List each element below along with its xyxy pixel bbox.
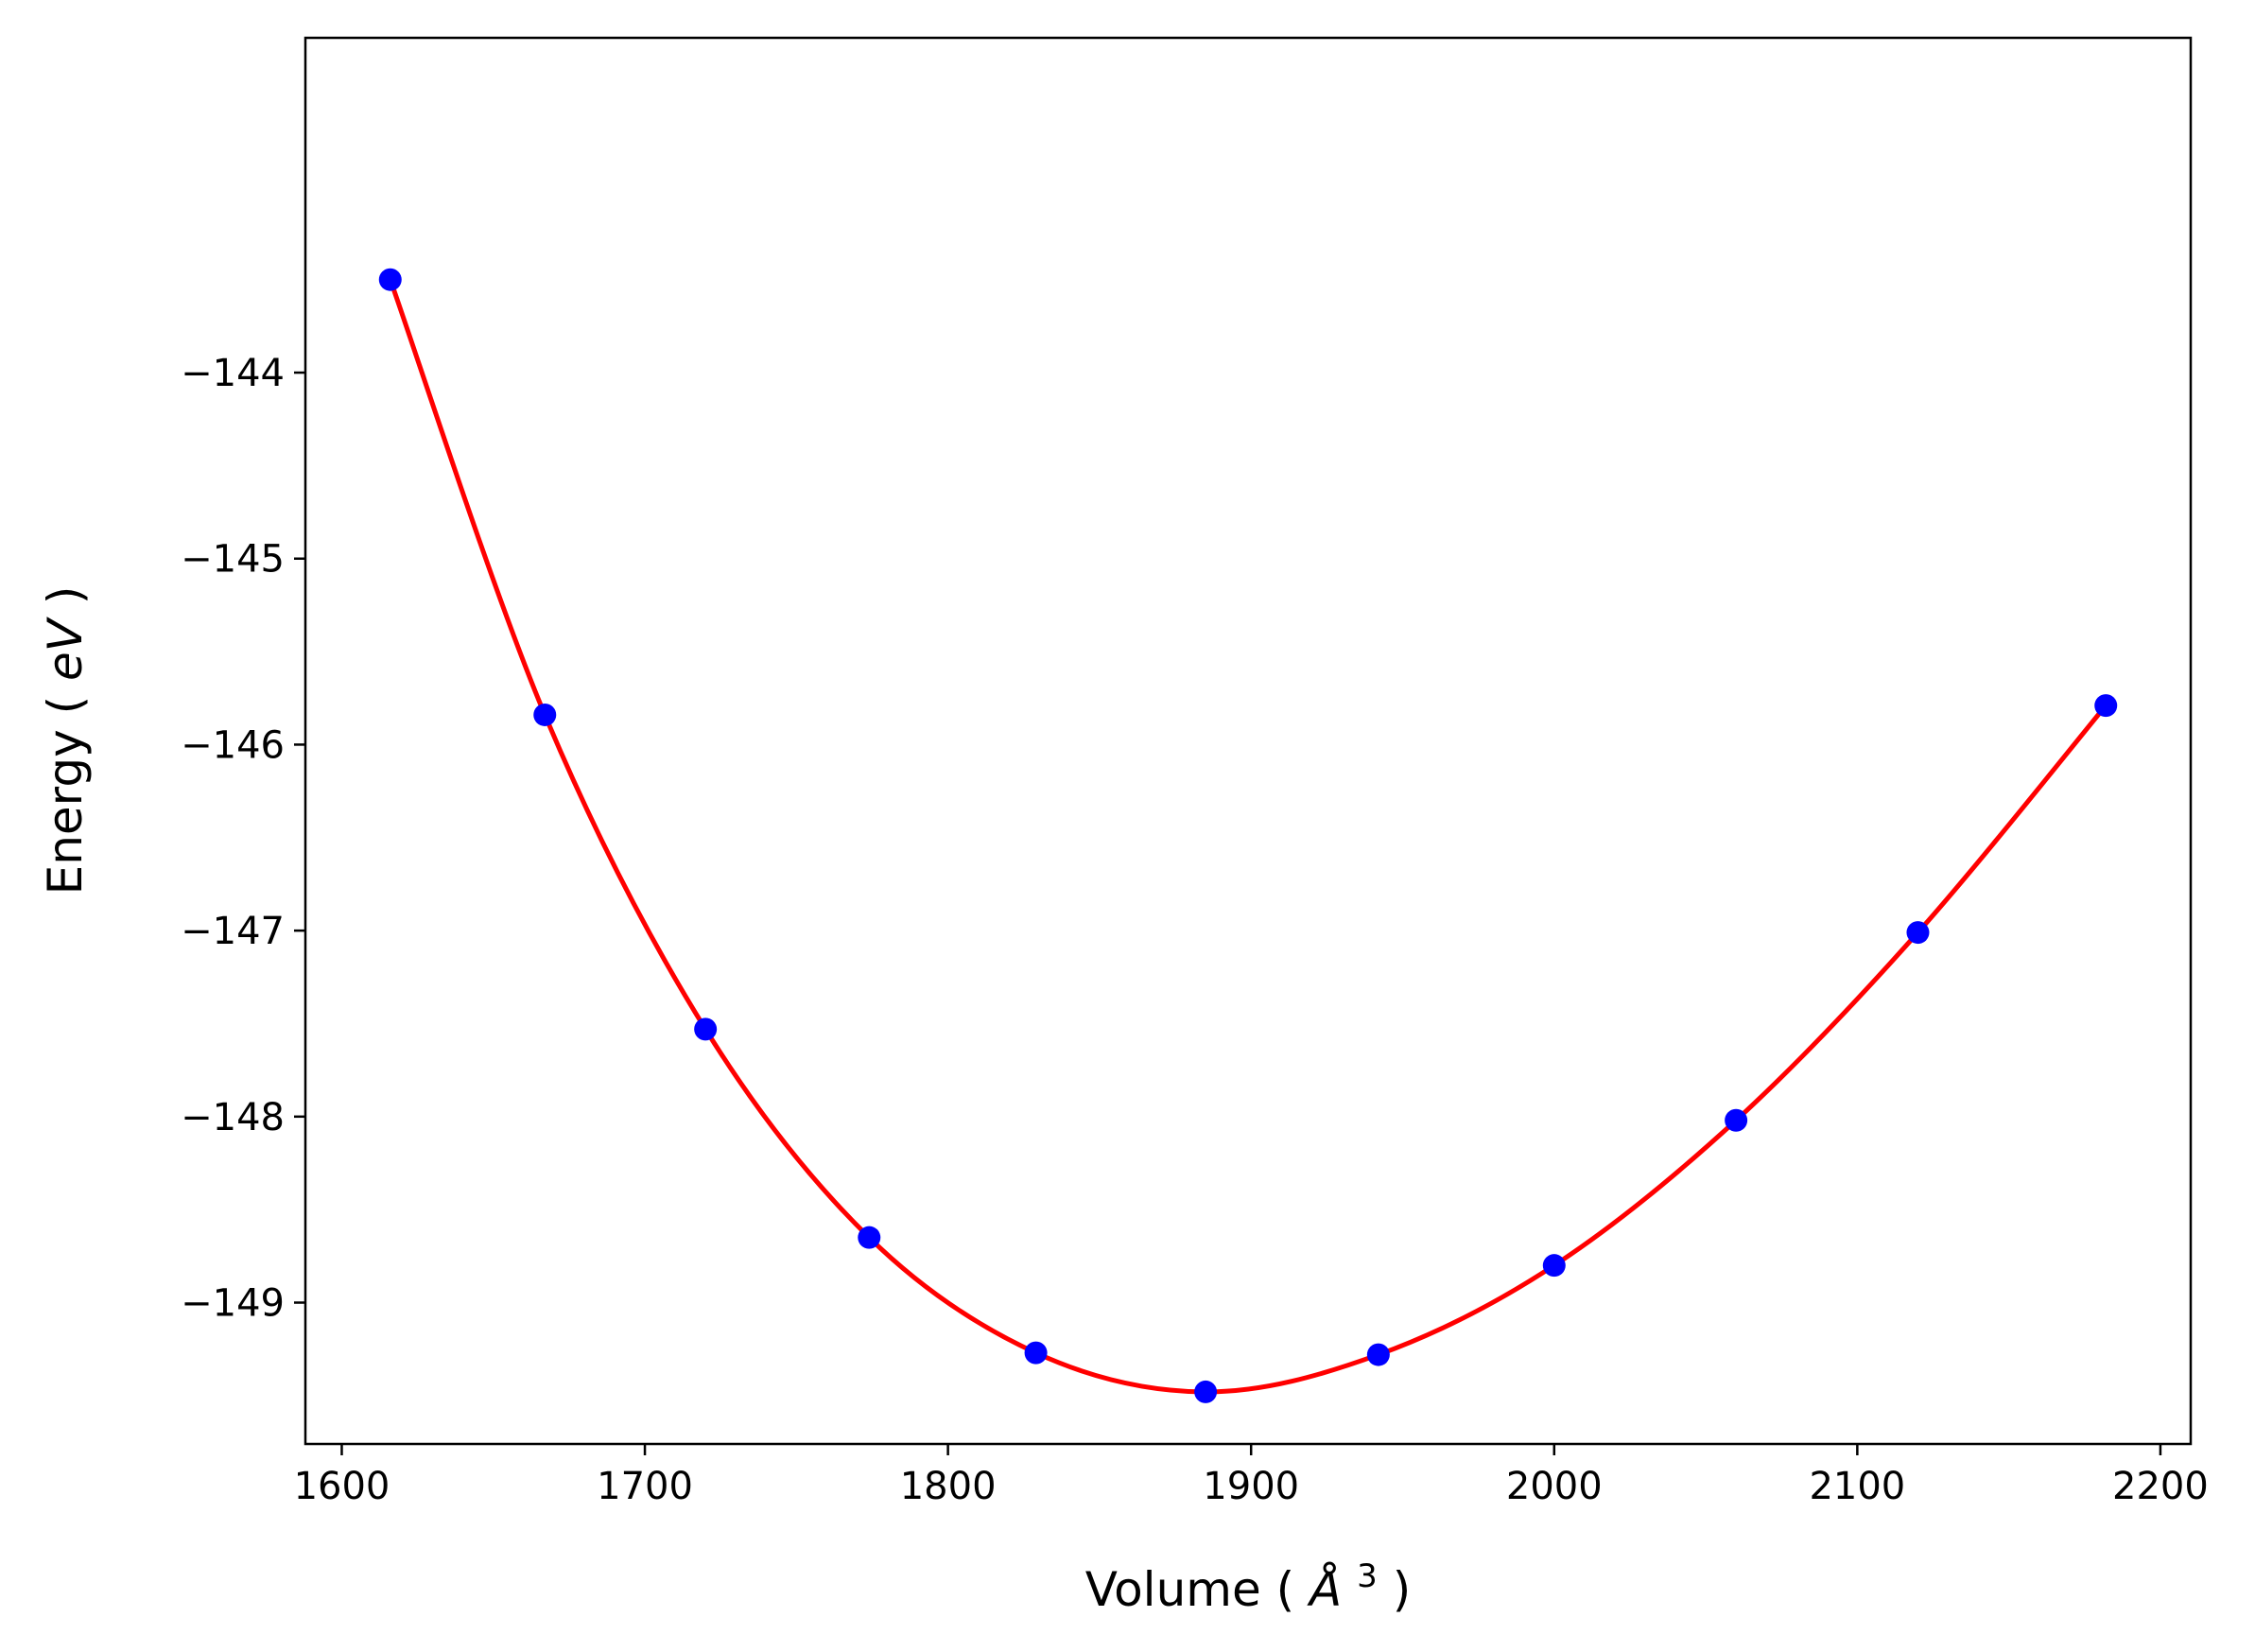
- x-axis-label: Volume ( Å 3 ): [1085, 1543, 1411, 1617]
- fit-curve: [388, 278, 2108, 1395]
- y-tick-label: −146: [181, 723, 285, 767]
- y-tick-label: −145: [181, 538, 285, 582]
- data-point: [378, 268, 402, 291]
- x-tick-label: 2000: [1506, 1465, 1603, 1508]
- data-point: [1194, 1380, 1218, 1403]
- x-axis-label-exponent: 3: [1357, 1557, 1378, 1595]
- y-axis-label-suffix: ): [38, 586, 93, 605]
- y-tick-label: −149: [181, 1282, 285, 1326]
- x-axis-label-unit: Å: [1307, 1562, 1342, 1617]
- y-tick-label: −148: [181, 1096, 285, 1139]
- data-point: [1024, 1341, 1048, 1365]
- data-point: [694, 1017, 718, 1041]
- data-point: [1906, 921, 1930, 945]
- data-point: [858, 1226, 881, 1249]
- x-axis-ticks: 1600 1700 1800 1900 2000 2100 2200: [294, 1444, 2209, 1508]
- x-tick-label: 1900: [1203, 1465, 1299, 1508]
- y-axis-label-prefix: Energy (: [38, 696, 93, 895]
- y-tick-label: −147: [181, 910, 285, 953]
- x-tick-label: 1800: [900, 1465, 997, 1508]
- x-tick-label: 1700: [597, 1465, 693, 1508]
- data-point: [2094, 694, 2118, 718]
- y-axis-ticks: −144 −145 −146 −147 −148 −149: [181, 352, 305, 1326]
- x-tick-label: 2200: [2112, 1465, 2209, 1508]
- data-points-layer: [378, 268, 2118, 1403]
- x-axis-label-prefix: Volume (: [1085, 1562, 1294, 1617]
- y-tick-label: −144: [181, 352, 285, 395]
- fit-curve-layer: [388, 278, 2108, 1395]
- y-axis-label: Energy ( eV ): [38, 586, 93, 896]
- data-point: [1542, 1254, 1566, 1278]
- plot-frame: [304, 36, 2193, 1446]
- data-point: [1366, 1343, 1390, 1366]
- x-axis-label-suffix: ): [1393, 1562, 1412, 1617]
- x-tick-label: 2100: [1809, 1465, 1905, 1508]
- data-point: [1725, 1108, 1748, 1132]
- x-tick-label: 1600: [294, 1465, 390, 1508]
- data-point: [533, 703, 557, 726]
- y-axis-label-unit: eV: [38, 616, 93, 681]
